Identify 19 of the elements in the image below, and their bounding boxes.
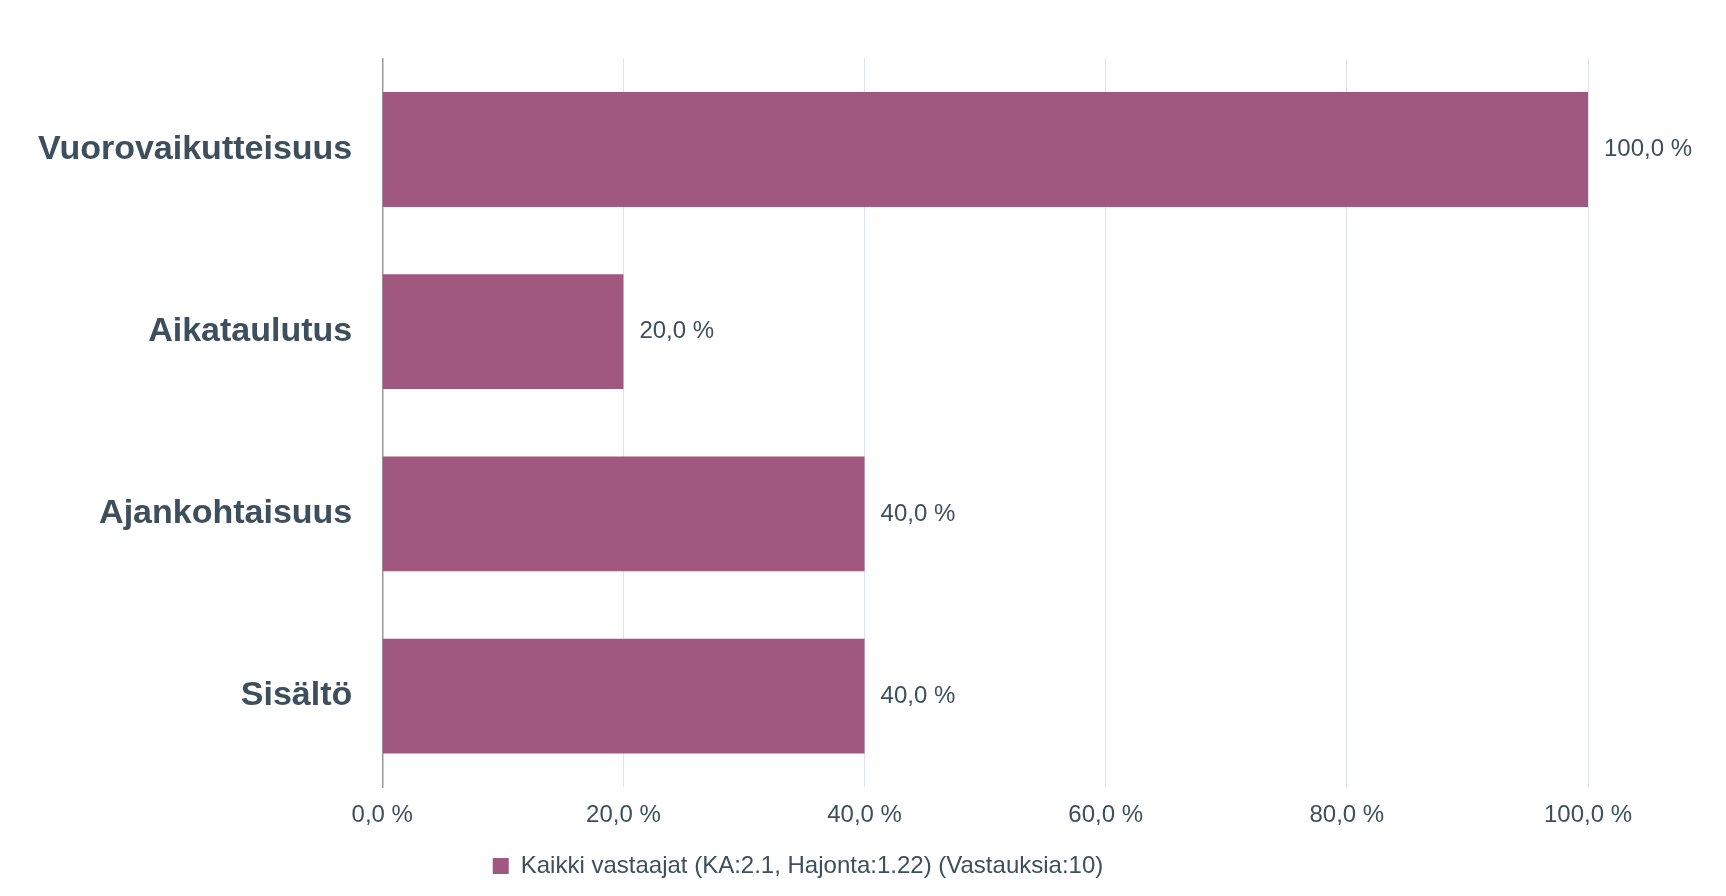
bar: [382, 456, 865, 572]
legend-label: Kaikki vastaajat (KA:2.1, Hajonta:1.22) (Vastauksia:10): [520, 850, 1104, 878]
bar: [382, 638, 865, 754]
y-tick-label: Aikataulutus: [148, 310, 353, 349]
x-tick-label: 0,0 %: [351, 800, 413, 828]
data-label: 40,0 %: [880, 498, 956, 526]
y-tick-label: Ajankohtaisuus: [99, 492, 353, 531]
data-label: 40,0 %: [880, 680, 956, 708]
x-tick-label: 80,0 %: [1309, 800, 1385, 828]
bar: [382, 274, 624, 390]
data-label: 20,0 %: [639, 316, 715, 344]
x-tick-label: 40,0 %: [827, 800, 902, 828]
bar: [382, 92, 1588, 207]
x-tick-label: 20,0 %: [586, 800, 661, 828]
data-label: 100,0 %: [1604, 134, 1693, 162]
y-tick-label: Vuorovaikutteisuus: [37, 127, 353, 166]
x-tick-label: 60,0 %: [1068, 800, 1144, 828]
y-tick-label: Sisältö: [240, 674, 353, 713]
x-tick-label: 100,0 %: [1543, 800, 1633, 828]
